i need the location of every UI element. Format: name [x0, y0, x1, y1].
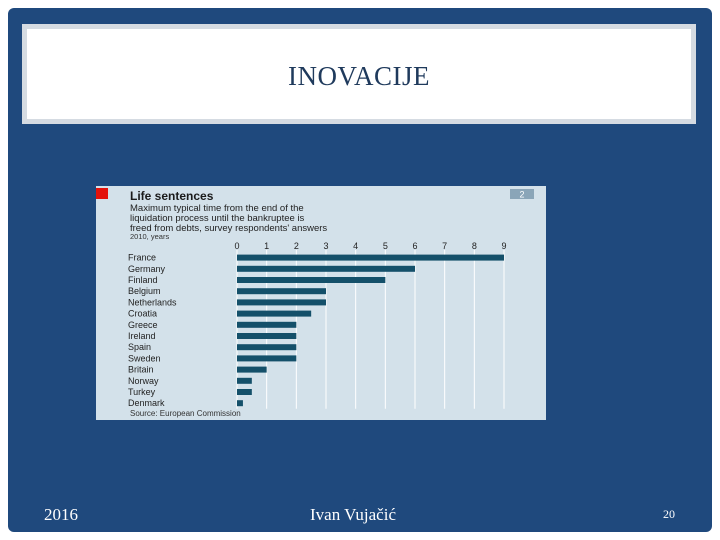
chart-subtitle-line-1: Maximum typical time from the end of the [130, 203, 304, 214]
bar-norway [237, 377, 252, 384]
category-label: Britain [128, 365, 154, 375]
x-tick-label: 6 [412, 241, 417, 251]
x-tick-label: 0 [234, 241, 239, 251]
footer-author: Ivan Vujačić [310, 505, 396, 524]
category-label: Belgium [128, 286, 161, 296]
x-tick-label: 4 [353, 241, 358, 251]
footer-year: 2016 [44, 505, 78, 524]
category-label: Denmark [128, 398, 165, 408]
chart-number-badge-label: 2 [519, 190, 524, 200]
category-label: Spain [128, 342, 151, 352]
chart-units: 2010, years [130, 232, 169, 241]
chart-subtitle-line-2: liquidation process until the bankruptee… [130, 213, 305, 224]
bar-spain [237, 344, 297, 351]
bar-croatia [237, 310, 312, 317]
bar-greece [237, 321, 297, 328]
bar-belgium [237, 288, 326, 295]
bar-denmark [237, 400, 243, 407]
chart-subtitle-line-3: freed from debts, survey respondents' an… [130, 223, 327, 234]
bar-germany [237, 265, 415, 272]
category-label: Croatia [128, 309, 157, 319]
red-marker [96, 188, 108, 199]
bar-chart: Life sentences 2 Maximum typical time fr… [96, 188, 534, 418]
category-label: Netherlands [128, 297, 177, 307]
x-tick-label: 8 [472, 241, 477, 251]
x-tick-label: 7 [442, 241, 447, 251]
bar-finland [237, 277, 386, 283]
chart-title: Life sentences [130, 189, 214, 203]
chart-source: Source: European Commission [130, 409, 241, 418]
bar-sweden [237, 355, 297, 362]
x-tick-label: 3 [323, 241, 328, 251]
slide-number: 20 [663, 507, 675, 521]
chart-image: Life sentences 2 Maximum typical time fr… [96, 186, 546, 420]
category-label: Norway [128, 376, 159, 386]
category-label: Greece [128, 320, 158, 330]
bar-turkey [237, 389, 252, 395]
x-tick-label: 9 [501, 241, 506, 251]
bar-france [237, 254, 504, 261]
bar-ireland [237, 333, 297, 339]
category-label: Germany [128, 264, 166, 274]
category-label: Ireland [128, 331, 156, 341]
category-label: Turkey [128, 387, 156, 397]
bar-britain [237, 366, 267, 373]
chart-number-badge [510, 189, 534, 199]
category-label: France [128, 253, 156, 263]
title-placeholder: INOVACIJE [22, 24, 696, 124]
category-label: Sweden [128, 353, 161, 363]
x-tick-label: 2 [294, 241, 299, 251]
bar-netherlands [237, 299, 326, 306]
x-tick-label: 1 [264, 241, 269, 251]
slide-title: INOVACIJE [287, 61, 430, 91]
x-tick-label: 5 [383, 241, 388, 251]
category-label: Finland [128, 275, 158, 285]
